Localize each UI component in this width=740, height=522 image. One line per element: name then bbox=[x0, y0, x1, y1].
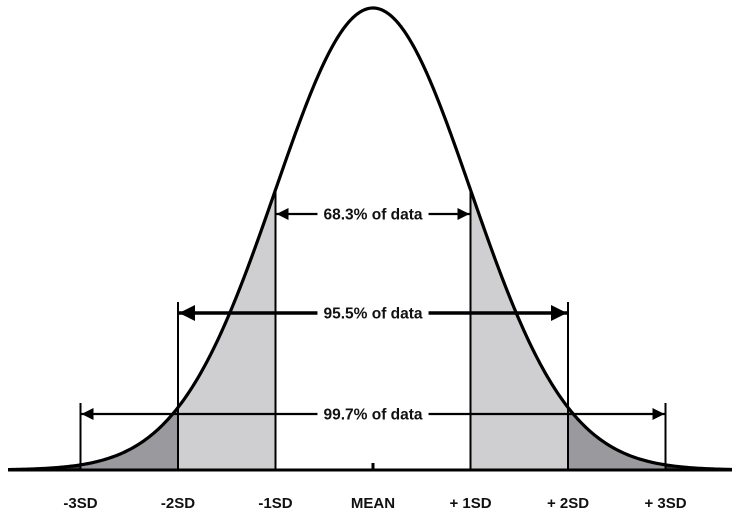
tick-label-6: + 3SD bbox=[644, 495, 686, 512]
tick-label-1: -2SD bbox=[161, 495, 195, 512]
tick-label-4: + 1SD bbox=[449, 495, 491, 512]
tick-label-0: -3SD bbox=[63, 495, 97, 512]
shaded-region-4 bbox=[80, 407, 178, 470]
bell-curve-line bbox=[7, 6, 733, 472]
shaded-region-1 bbox=[373, 8, 471, 470]
annotation-label-1: 95.5% of data bbox=[323, 306, 422, 323]
tick-label-5: + 2SD bbox=[547, 495, 589, 512]
annotation-label-2: 99.7% of data bbox=[323, 407, 422, 424]
tick-label-2: -1SD bbox=[258, 495, 292, 512]
shaded-region-0 bbox=[275, 8, 373, 470]
annotation-label-0: 68.3% of data bbox=[323, 207, 422, 224]
tick-label-3: MEAN bbox=[351, 495, 395, 512]
shaded-region-5 bbox=[568, 407, 666, 470]
